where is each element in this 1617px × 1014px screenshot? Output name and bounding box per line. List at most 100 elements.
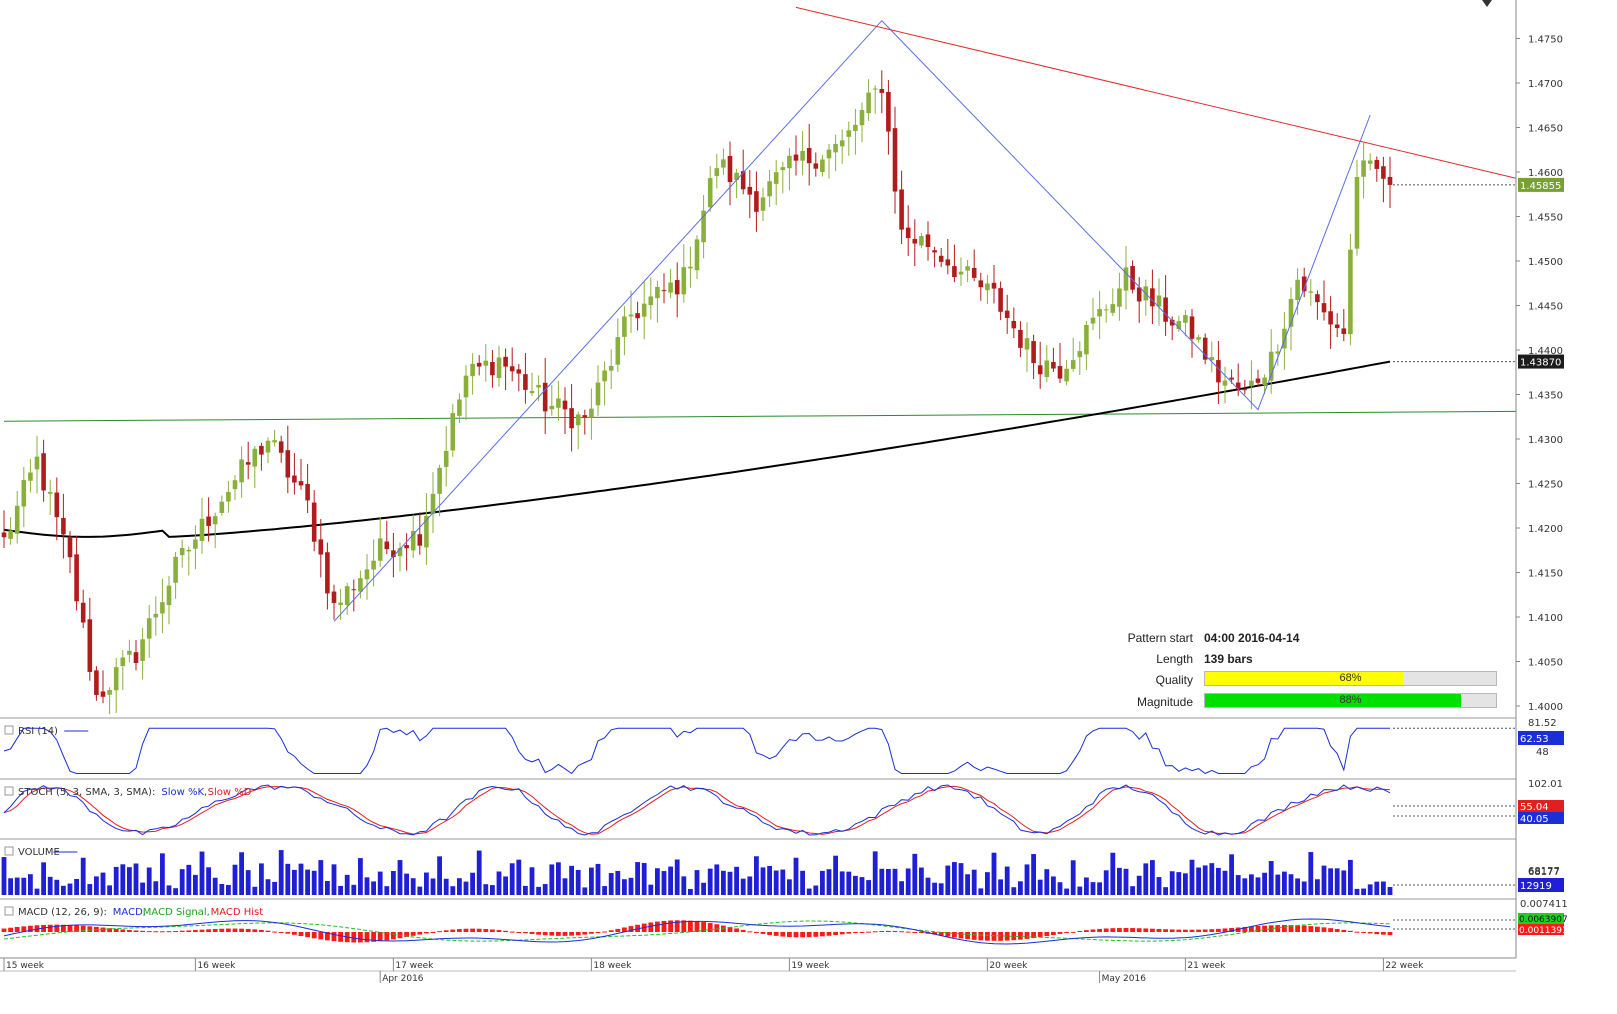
volume-bar (562, 878, 568, 895)
macd-hist-bar (813, 932, 819, 937)
volume-bar (278, 850, 284, 895)
candle-up (1024, 338, 1030, 350)
volume-bar (87, 884, 93, 895)
volume-bar (978, 888, 984, 895)
macd-hist-bar (1348, 930, 1353, 932)
forex-chart[interactable]: 1.4750 1.4700 1.4650 1.4600 1.4550 1.4500 1.44… (0, 0, 1568, 983)
pattern-zigzag-line (333, 19, 1371, 622)
macd-hist-bar (391, 932, 396, 940)
volume-bar (998, 879, 1003, 895)
macd-hist-bar (806, 932, 812, 938)
macd-hist-bar (74, 925, 79, 932)
candle-up (1361, 160, 1366, 177)
chart-menu-arrow-icon[interactable] (1482, 0, 1492, 7)
volume-bar (1163, 887, 1168, 895)
volume-bar (674, 859, 680, 895)
candle-down (892, 128, 898, 192)
macd-hist-bar (1321, 927, 1327, 932)
candle-down (754, 191, 759, 212)
candle-up (470, 363, 475, 377)
macd-hist-bar (615, 928, 621, 932)
stoch-k-box (1518, 812, 1564, 824)
volume-bar (199, 851, 205, 895)
volume-bar (536, 886, 541, 895)
candle-up (602, 370, 607, 382)
candles (1, 70, 1393, 715)
macd-hist-bar (985, 932, 990, 941)
candle-up (575, 414, 581, 426)
macd-hist-bar (978, 932, 984, 941)
volume-bar (1328, 868, 1333, 895)
volume-bar (615, 870, 621, 895)
macd-hist-bar (463, 928, 469, 932)
candle-up (166, 585, 172, 606)
stoch-d-box (1518, 800, 1564, 812)
volume-bar (371, 881, 376, 895)
volume-bar (754, 856, 759, 895)
week-label: 18 week (593, 961, 632, 971)
candle-up (1282, 328, 1287, 349)
volume-bar (787, 879, 792, 895)
candle-down (582, 415, 588, 418)
macd-hist-bar (219, 928, 225, 932)
macd-hist-bar (1367, 932, 1373, 934)
volume-bar (1381, 881, 1386, 895)
candle-down (417, 534, 423, 546)
volume-bar (391, 871, 396, 895)
candle-up (853, 124, 858, 132)
candle-up (338, 602, 343, 605)
candle-down (278, 441, 284, 453)
candle-up (701, 210, 706, 243)
macd-hist-bar (496, 930, 502, 932)
macd-hist-bar (1334, 929, 1340, 932)
volume-bar (186, 864, 192, 895)
volume-bar (859, 877, 865, 895)
macd-hist-bar (450, 929, 456, 932)
macd-hist-bar (1064, 932, 1069, 933)
macd-hist-bar (1176, 929, 1182, 932)
volume-bar (1341, 870, 1347, 895)
volume-bar (496, 871, 502, 895)
volume-bar (635, 862, 640, 895)
macd-hist-bar (245, 928, 251, 932)
volume-bar (542, 884, 548, 895)
volume-bar (1262, 872, 1267, 895)
quality-bar: 68% (1204, 671, 1497, 686)
candle-up (1044, 360, 1050, 378)
candle-down (1189, 316, 1195, 339)
macd-hist-bar (1024, 932, 1030, 939)
candle-up (1262, 377, 1267, 386)
candle-up (140, 639, 145, 661)
week-label: 15 week (6, 961, 45, 971)
macd-hist-bar (351, 932, 357, 943)
macd-hist-bar (338, 932, 343, 942)
macd-hist-bar (509, 931, 515, 933)
candle-up (34, 456, 40, 470)
macd-hist-bar (1262, 925, 1267, 932)
candle-down (476, 362, 482, 367)
candle-down (1235, 382, 1241, 390)
week-label: 16 week (197, 961, 236, 971)
macd-hist-bar (952, 932, 957, 938)
macd-hist-bar (1341, 929, 1347, 932)
macd-hist-bar (701, 922, 706, 932)
candle-down (542, 382, 548, 412)
candle-down (1150, 288, 1155, 307)
volume-bar (424, 872, 429, 895)
candle-up (615, 337, 621, 365)
candle-up (1123, 267, 1129, 291)
candle-up (1183, 315, 1188, 323)
stoch-k-line (3, 784, 1391, 836)
volume-bar (166, 885, 172, 895)
macd-hist-bar (318, 932, 324, 940)
volume-bar (443, 878, 449, 895)
candle-down (1301, 276, 1307, 292)
candle-up (239, 459, 244, 483)
candle-up (160, 602, 165, 614)
main-price-panel (1, 6, 1517, 715)
macd-hist-bar (8, 927, 13, 932)
volume-bar (813, 885, 819, 895)
macd-title: MACD Signal, (143, 907, 210, 918)
macd-tick-label: 0.0074113 (1520, 899, 1568, 910)
panel-close-icon (4, 846, 14, 856)
